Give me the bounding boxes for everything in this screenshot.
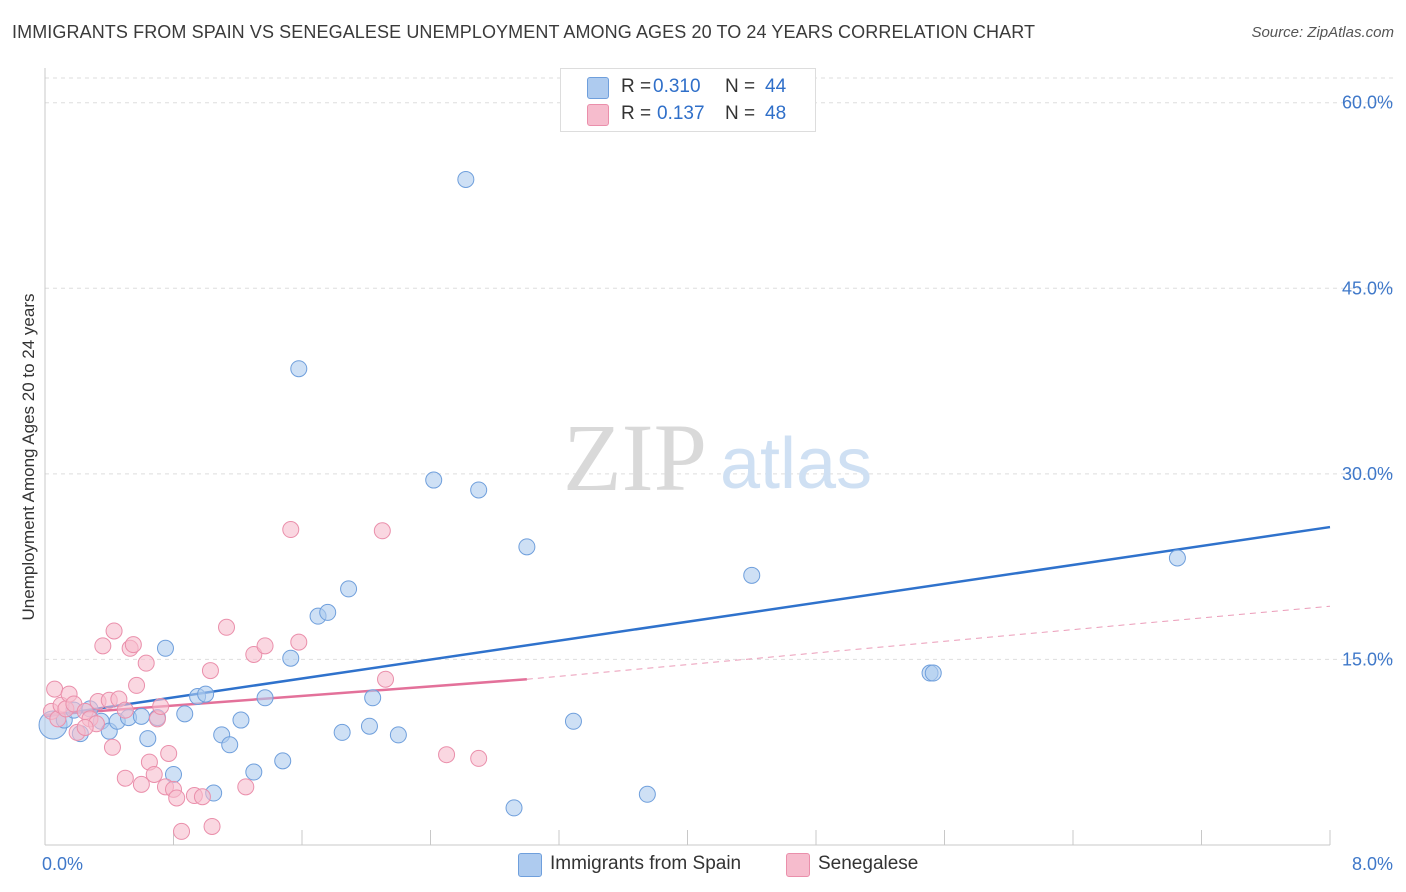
watermark-atlas: atlas: [720, 424, 872, 504]
y-tick-label: 30.0%: [1342, 464, 1393, 484]
senegalese-data-point: [160, 744, 178, 762]
spain-data-point: [457, 170, 475, 188]
spain-data-point: [364, 689, 382, 707]
spain-data-point: [470, 481, 488, 499]
senegalese-data-point: [132, 775, 150, 793]
legend-label-spain: Immigrants from Spain: [550, 853, 742, 874]
senegalese-data-point: [256, 637, 274, 655]
spain-data-point: [518, 538, 536, 556]
spain-data-point: [156, 639, 174, 657]
senegalese-data-point: [373, 522, 391, 540]
senegalese-data-point: [201, 662, 219, 680]
senegalese-data-point: [76, 718, 94, 736]
senegalese-data-point: [470, 749, 488, 767]
spain-data-point: [505, 799, 523, 817]
legend-r-value: 0.310: [653, 76, 701, 97]
senegalese-data-point: [152, 697, 170, 715]
y-tick-label: 15.0%: [1342, 649, 1393, 669]
watermark-zip: ZIP: [563, 404, 707, 511]
gridlines: [45, 77, 1395, 660]
spain-data-point: [360, 717, 378, 735]
legend-n-value: 48: [765, 103, 787, 124]
spain-data-point: [1168, 549, 1186, 567]
spain-data-point: [564, 712, 582, 730]
senegalese-data-point: [124, 636, 142, 654]
legend-swatch-blue: [518, 853, 542, 877]
senegalese-data-point: [193, 788, 211, 806]
spain-trend-line: [44, 525, 1331, 718]
legend-swatch-blue: [587, 77, 609, 99]
legend-r-label: R =: [621, 103, 652, 124]
spain-data-point: [232, 711, 250, 729]
senegalese-data-point: [105, 622, 123, 640]
senegalese-data-point: [94, 637, 112, 655]
legend-r-label: R =: [621, 76, 652, 97]
legend-label-senegalese: Senegalese: [818, 853, 919, 874]
spain-data-point: [197, 685, 215, 703]
x-tick-label: 0.0%: [42, 854, 83, 874]
spain-data-point: [256, 689, 274, 707]
senegalese-data-point: [290, 633, 308, 651]
y-tick-label: 60.0%: [1342, 93, 1393, 113]
senegalese-data-point: [237, 778, 255, 796]
spain-data-point: [924, 664, 942, 682]
senegalese-data-point: [103, 738, 121, 756]
spain-data-point: [340, 580, 358, 598]
senegalese-data-point: [245, 645, 263, 663]
legend-n-label: N =: [725, 103, 756, 124]
spain-data-point: [176, 705, 194, 723]
spain-data-point: [638, 785, 656, 803]
series-legend: Immigrants from Spain Senegalese: [0, 852, 1406, 877]
legend-swatch-pink: [786, 853, 810, 877]
senegalese-data-point: [218, 618, 236, 636]
senegalese-data-point: [203, 817, 221, 835]
senegalese-data-point: [438, 746, 456, 764]
spain-data-point: [389, 726, 407, 744]
senegalese-data-point: [168, 789, 186, 807]
spain-data-point: [274, 752, 292, 770]
senegalese-data-point: [116, 701, 134, 719]
spain-data-point: [319, 603, 337, 621]
legend-r-value: 0.137: [657, 103, 705, 124]
senegalese-data-point: [46, 680, 64, 698]
source-label: Source: ZipAtlas.com: [1251, 24, 1394, 41]
trend-lines: [44, 525, 1331, 718]
data-points: [38, 170, 1186, 840]
senegalese-data-point: [173, 822, 191, 840]
senegalese-data-point: [282, 521, 300, 539]
senegalese-data-point: [137, 654, 155, 672]
spain-data-point: [132, 707, 150, 725]
spain-data-point: [139, 730, 157, 748]
axes: [44, 68, 1331, 846]
x-tick-label: 8.0%: [1352, 854, 1393, 874]
senegalese-data-point: [116, 769, 134, 787]
senegalese-data-point: [377, 670, 395, 688]
chart-title: IMMIGRANTS FROM SPAIN VS SENEGALESE UNEM…: [12, 22, 1036, 42]
spain-data-point: [743, 566, 761, 584]
watermark: ZIP atlas: [563, 404, 872, 511]
y-tick-label: 45.0%: [1342, 278, 1393, 298]
legend-swatch-pink: [587, 104, 609, 126]
spain-data-point: [333, 723, 351, 741]
senegalese-data-point: [145, 765, 163, 783]
legend-n-label: N =: [725, 76, 756, 97]
spain-data-point: [221, 736, 239, 754]
correlation-legend: R = 0.310 N = 44 R = 0.137 N = 48: [560, 68, 816, 132]
tick-labels: 15.0% 30.0% 45.0% 60.0% 0.0% 8.0%: [42, 93, 1393, 874]
legend-n-value: 44: [765, 76, 787, 97]
senegalese-data-point: [128, 676, 146, 694]
senegalese-trend-extension: [526, 605, 1331, 680]
spain-data-point: [245, 763, 263, 781]
spain-data-point: [425, 471, 443, 489]
spain-data-point: [282, 649, 300, 667]
spain-data-point: [290, 360, 308, 378]
